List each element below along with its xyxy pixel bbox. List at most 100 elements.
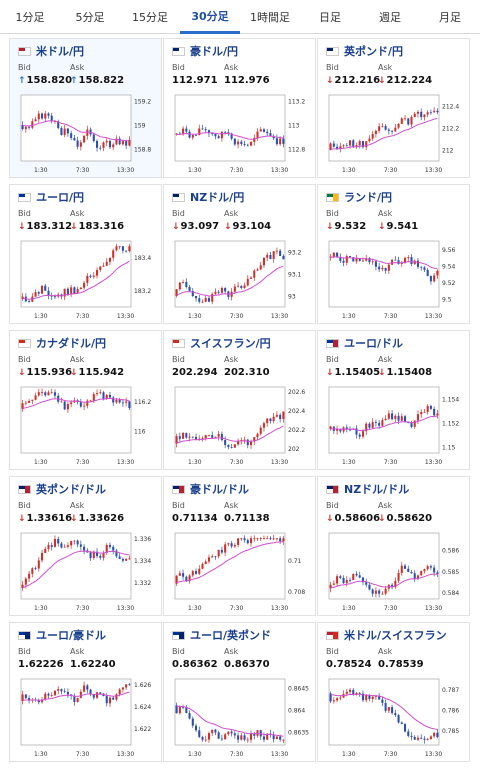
currency-card[interactable]: NZドル/ドル Bid Ask ↓0.58606 ↓0.58620 0.584 0.585 0… [317, 476, 470, 616]
candle-body [426, 112, 429, 115]
pair-name-link[interactable]: ユーロ/ドル [344, 337, 404, 350]
currency-card[interactable]: ユーロ/英ポンド Bid Ask 0.86362 0.86370 0.8635 0.864 0… [163, 622, 316, 762]
ask-label: Ask [378, 647, 393, 656]
chart-frame [20, 532, 132, 600]
ask-value: ↓1.33626 [70, 513, 125, 524]
candle-body [50, 392, 53, 394]
pair-name-link[interactable]: 英ポンド/ドル [36, 483, 107, 496]
pair-name-link[interactable]: 豪ドル/円 [190, 45, 239, 58]
pair-name-link[interactable]: ユーロ/英ポンド [190, 629, 272, 642]
candle-body [182, 128, 185, 135]
price-labels: Bid Ask [326, 209, 430, 218]
tab-daily[interactable]: 日足 [319, 11, 341, 24]
currency-card[interactable]: 米ドル/スイスフラン Bid Ask 0.78524 0.78539 0.785 0.786… [317, 622, 470, 762]
x-tick-label: 1:30 [34, 605, 48, 612]
candle-body [79, 544, 82, 547]
card-header: ランド/円 [326, 190, 392, 204]
pair-name-link[interactable]: 豪ドル/ドル [190, 483, 250, 496]
candle-body [191, 718, 194, 726]
candle-body [433, 275, 436, 282]
candle-body [339, 146, 342, 149]
currency-card[interactable]: カナダドル/円 Bid Ask ↓115.936 ↓115.942 116 116.2 1:3… [9, 330, 162, 470]
candle-body [420, 412, 423, 415]
price-values: ↑158.820 ↑158.822 [18, 75, 124, 86]
pair-name-link[interactable]: スイスフラン/円 [190, 337, 271, 350]
candle-body [198, 568, 201, 574]
candle-body [279, 736, 282, 740]
candle-body [125, 140, 128, 146]
ask-label: Ask [224, 209, 239, 218]
flag-icon [326, 484, 339, 494]
candle-body [269, 418, 272, 422]
y-tick-label: 159 [134, 123, 146, 130]
bid-label: Bid [18, 501, 31, 510]
pair-name-link[interactable]: 米ドル/スイスフラン [344, 629, 447, 642]
price-labels: Bid Ask [18, 63, 122, 72]
candle-body [249, 441, 253, 446]
tab-1hour[interactable]: 1時間足 [250, 11, 290, 24]
candle-body [332, 700, 335, 702]
y-tick-label: 158.8 [134, 147, 151, 154]
tab-15min[interactable]: 15分足 [132, 11, 168, 24]
candle-body [378, 126, 381, 131]
pair-name-link[interactable]: ユーロ/円 [36, 191, 85, 204]
flag-icon [326, 630, 339, 640]
candle-body [332, 252, 335, 257]
tab-1min[interactable]: 1分足 [15, 11, 45, 24]
currency-card[interactable]: 豪ドル/ドル Bid Ask 0.71134 0.71138 0.708 0.71 1:30 7… [163, 476, 316, 616]
candle-body [220, 131, 223, 139]
card-header: NZドル/円 [172, 190, 244, 204]
tab-monthly[interactable]: 月足 [439, 11, 461, 24]
candle-body [371, 422, 374, 428]
pair-name-link[interactable]: ユーロ/豪ドル [36, 629, 107, 642]
candle-body [24, 694, 27, 699]
candle-body [282, 411, 285, 419]
candle-body [105, 261, 108, 266]
candle-body [262, 423, 266, 428]
pair-name-link[interactable]: 英ポンド/円 [344, 45, 404, 58]
tab-30min[interactable]: 30分足 [180, 0, 240, 34]
candle-body [188, 575, 191, 582]
currency-card[interactable]: 英ポンド/円 Bid Ask ↓212.216 ↓212.224 212 212.2 212.… [317, 38, 470, 178]
y-tick-label: 202 [288, 446, 300, 453]
currency-card[interactable]: ユーロ/ドル Bid Ask ↓1.15405 ↓1.15408 1.15 1.152 1.1… [317, 330, 470, 470]
candle-body [198, 730, 201, 737]
candle-body [332, 583, 335, 585]
chart-frame [20, 678, 132, 746]
y-tick-label: 0.787 [442, 687, 459, 694]
currency-card[interactable]: 英ポンド/ドル Bid Ask ↓1.33616 ↓1.33626 1.332 1.334 1… [9, 476, 162, 616]
currency-card[interactable]: 豪ドル/円 Bid Ask 112.971 112.976 112.8 113 113.2 1:… [163, 38, 316, 178]
candle-body [436, 110, 439, 113]
tab-weekly[interactable]: 週足 [379, 11, 401, 24]
ask-label: Ask [378, 63, 393, 72]
currency-card[interactable]: ユーロ/豪ドル Bid Ask 1.62226 1.62240 1.622 1.624 1.6… [9, 622, 162, 762]
pair-name-link[interactable]: ランド/円 [344, 191, 393, 204]
pair-name-link[interactable]: NZドル/ドル [344, 483, 410, 496]
tab-5min[interactable]: 5分足 [75, 11, 105, 24]
bid-label: Bid [172, 209, 185, 218]
candle-body [275, 250, 278, 252]
candle-body [220, 549, 223, 553]
candle-body [332, 143, 335, 147]
pair-name-link[interactable]: 米ドル/円 [36, 45, 85, 58]
pair-name-link[interactable]: NZドル/円 [190, 191, 245, 204]
candle-body [423, 738, 426, 740]
pair-name-link[interactable]: カナダドル/円 [36, 337, 107, 350]
candle-body [194, 725, 198, 731]
candle-body [272, 416, 275, 422]
candle-body [92, 694, 95, 698]
moving-average-line [22, 397, 130, 409]
currency-card[interactable]: スイスフラン/円 Bid Ask 202.294 202.310 202 202.2 202.… [163, 330, 316, 470]
candle-body [105, 394, 108, 399]
candle-body [243, 144, 246, 145]
candle-body [416, 575, 420, 580]
candle-body [34, 292, 37, 297]
candle-body [266, 131, 269, 134]
candle-body [191, 290, 194, 297]
currency-card[interactable]: NZドル/円 Bid Ask ↓93.097 ↓93.104 93 93.1 93.2 1:30… [163, 184, 316, 324]
currency-card[interactable]: ユーロ/円 Bid Ask ↓183.312 ↓183.316 183.2 183.4 1:3… [9, 184, 162, 324]
currency-card[interactable]: ランド/円 Bid Ask ↓9.532 ↓9.541 9.5 9.52 9.54 9.56 1:… [317, 184, 470, 324]
chart-frame [328, 94, 440, 162]
bid-value: ↓115.936 [18, 367, 73, 378]
currency-card[interactable]: 米ドル/円 Bid Ask ↑158.820 ↑158.822 158.8 159 159.2… [9, 38, 162, 178]
